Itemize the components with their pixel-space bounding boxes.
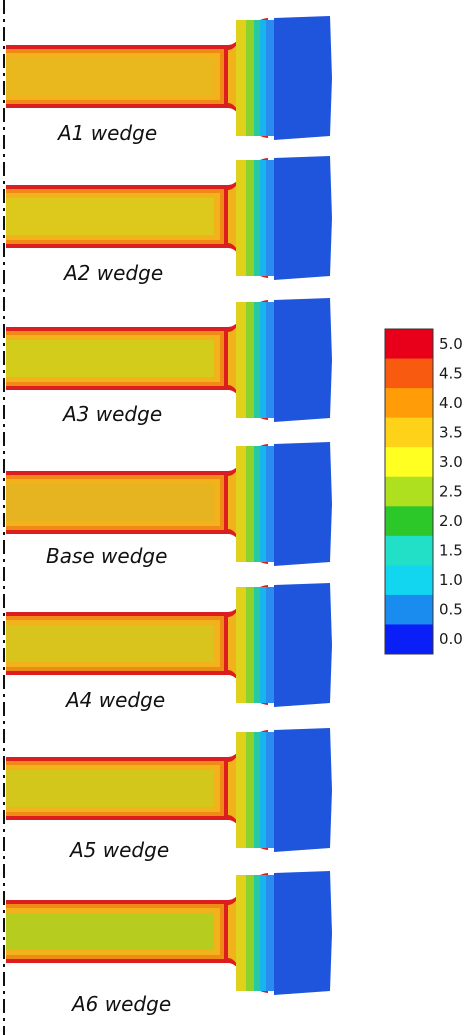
legend-swatch	[385, 506, 433, 537]
head-gradient-band	[266, 875, 276, 991]
head-gradient-band	[266, 446, 276, 562]
wedge-panel: A5 wedge	[6, 728, 332, 862]
head-gradient-band	[246, 446, 256, 562]
stem-core	[6, 913, 214, 950]
head-gradient-band	[266, 587, 276, 703]
wedge-panel: A4 wedge	[6, 583, 332, 712]
stem-core	[6, 770, 214, 807]
head-gradient-band	[260, 160, 268, 276]
legend-swatch	[385, 476, 433, 507]
legend-swatch	[385, 329, 433, 360]
legend-swatch	[385, 565, 433, 596]
head-gradient-band	[266, 302, 276, 418]
head-gradient-band	[246, 160, 256, 276]
head-gradient-band	[254, 732, 262, 848]
legend-swatch	[385, 358, 433, 389]
head-gradient-band	[260, 587, 268, 703]
head-gradient-band	[246, 302, 256, 418]
wedge-panel: Base wedge	[6, 442, 332, 568]
head-block	[274, 16, 332, 140]
head-gradient-band	[260, 20, 268, 136]
head-gradient-band	[254, 875, 262, 991]
stem-core	[6, 198, 214, 235]
head-block	[274, 583, 332, 707]
head-gradient-band	[266, 732, 276, 848]
wedge-panels: A1 wedge A2 wedge A3 wedge Base wedge A4 wed…	[6, 16, 332, 1016]
head-gradient-band	[246, 875, 256, 991]
legend-tick-label: 1.5	[439, 542, 463, 560]
stem-core	[6, 340, 214, 377]
wedge-panel: A3 wedge	[6, 298, 332, 426]
legend-tick-label: 1.0	[439, 571, 463, 589]
head-block	[274, 871, 332, 995]
legend-tick-label: 4.5	[439, 364, 463, 382]
legend-tick-label: 0.0	[439, 630, 463, 648]
panel-label: A1 wedge	[56, 121, 157, 145]
head-gradient-band	[236, 732, 248, 848]
wedge-panel: A1 wedge	[6, 16, 332, 145]
legend-swatch	[385, 417, 433, 448]
legend-swatch	[385, 388, 433, 419]
head-gradient-band	[266, 160, 276, 276]
head-gradient-band	[236, 302, 248, 418]
head-gradient-band	[246, 20, 256, 136]
head-gradient-band	[236, 446, 248, 562]
panel-label: A5 wedge	[68, 838, 169, 862]
head-gradient-band	[260, 446, 268, 562]
legend-swatch	[385, 535, 433, 566]
head-block	[274, 442, 332, 566]
legend-tick-label: 3.0	[439, 453, 463, 471]
legend-tick-label: 3.5	[439, 423, 463, 441]
legend-swatch	[385, 624, 433, 655]
head-gradient-band	[260, 875, 268, 991]
legend-frame	[384, 328, 434, 655]
head-gradient-band	[254, 446, 262, 562]
head-gradient-band	[246, 732, 256, 848]
head-gradient-band	[260, 732, 268, 848]
head-gradient-band	[254, 302, 262, 418]
panel-label: A4 wedge	[64, 688, 165, 712]
head-gradient-band	[254, 160, 262, 276]
head-block	[274, 156, 332, 280]
stem-core	[6, 484, 214, 521]
legend-tick-label: 2.5	[439, 483, 463, 501]
head-block	[274, 298, 332, 422]
legend-tick-label: 2.0	[439, 512, 463, 530]
legend-swatch	[385, 447, 433, 478]
stem-core	[6, 625, 214, 662]
head-gradient-band	[260, 302, 268, 418]
panel-label: Base wedge	[46, 544, 167, 568]
head-gradient-band	[266, 20, 276, 136]
legend-tick-label: 4.0	[439, 394, 463, 412]
head-gradient-band	[254, 587, 262, 703]
head-gradient-band	[236, 875, 248, 991]
head-gradient-band	[254, 20, 262, 136]
wedge-panel: A6 wedge	[6, 871, 332, 1016]
head-block	[274, 728, 332, 852]
head-gradient-band	[236, 160, 248, 276]
color-legend: 5.0 4.5 4.0 3.5 3.0 2.5 2.0 1.5 1.0 0.5 0.0	[384, 328, 463, 655]
stem-core	[6, 58, 214, 95]
head-gradient-band	[236, 20, 248, 136]
legend-tick-label: 0.5	[439, 601, 463, 619]
panel-label: A2 wedge	[62, 261, 163, 285]
wedge-panel: A2 wedge	[6, 156, 332, 285]
head-gradient-band	[236, 587, 248, 703]
head-gradient-band	[246, 587, 256, 703]
legend-tick-label: 5.0	[439, 335, 463, 353]
panel-label: A3 wedge	[61, 402, 162, 426]
panel-label: A6 wedge	[70, 992, 171, 1016]
legend-swatch	[385, 594, 433, 625]
